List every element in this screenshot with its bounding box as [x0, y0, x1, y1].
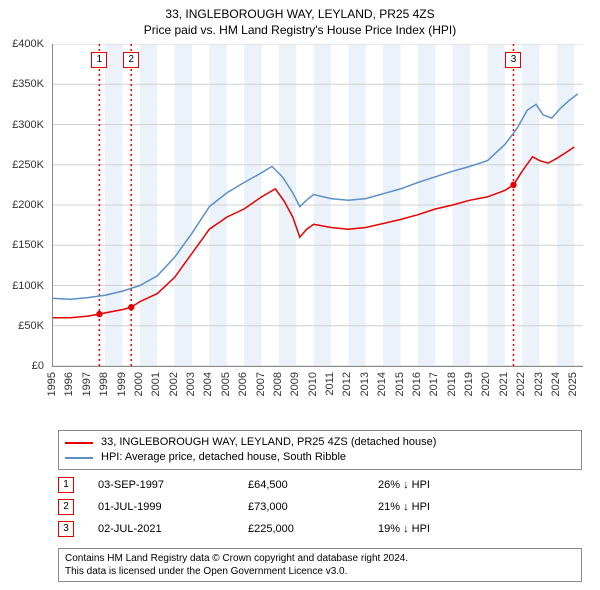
x-tick-label: 2018 [446, 372, 458, 396]
y-tick-label: £100K [12, 280, 44, 292]
sale-marker: 1 [91, 52, 107, 68]
x-tick-label: 2022 [515, 372, 527, 396]
x-tick-label: 2012 [341, 372, 353, 396]
y-tick-label: £200K [12, 199, 44, 211]
x-tick-label: 2000 [133, 372, 145, 396]
y-tick-label: £300K [12, 119, 44, 131]
y-axis-labels: £0 £50K £100K £150K £200K £250K £300K £350K £400… [0, 40, 48, 370]
sales-marker-box: 1 [58, 477, 74, 493]
x-tick-label: 1995 [46, 372, 58, 396]
plot-area: 12 3 [52, 44, 583, 367]
sales-date: 01-JUL-1999 [98, 501, 248, 513]
y-tick-label: £400K [12, 38, 44, 50]
x-tick-label: 2006 [237, 372, 249, 396]
sales-price: £64,500 [248, 479, 378, 491]
x-tick-label: 1998 [98, 372, 110, 396]
sales-diff: 21% ↓ HPI [378, 501, 558, 513]
y-tick-label: £350K [12, 78, 44, 90]
x-tick-label: 2021 [498, 372, 510, 396]
sales-diff: 26% ↓ HPI [378, 479, 558, 491]
sale-marker: 3 [505, 52, 521, 68]
legend-swatch [65, 457, 93, 459]
sales-diff: 19% ↓ HPI [378, 523, 558, 535]
y-tick-label: £0 [32, 360, 44, 372]
x-tick-label: 2007 [255, 372, 267, 396]
y-tick-label: £50K [18, 320, 44, 332]
sale-marker: 2 [123, 52, 139, 68]
figure-root: 33, INGLEBOROUGH WAY, LEYLAND, PR25 4ZS … [0, 0, 600, 590]
x-tick-label: 2005 [220, 372, 232, 396]
x-tick-label: 2003 [185, 372, 197, 396]
x-tick-label: 2009 [289, 372, 301, 396]
x-tick-label: 2002 [168, 372, 180, 396]
chart-container: £0 £50K £100K £150K £200K £250K £300K £350K £400… [0, 40, 600, 450]
x-tick-label: 2023 [533, 372, 545, 396]
legend-label: HPI: Average price, detached house, Sout… [101, 450, 346, 465]
plot-svg [53, 44, 583, 366]
x-tick-label: 2014 [376, 372, 388, 396]
legend-item: 33, INGLEBOROUGH WAY, LEYLAND, PR25 4ZS … [65, 435, 575, 450]
x-tick-label: 2004 [202, 372, 214, 396]
x-tick-label: 2011 [324, 372, 336, 396]
sales-price: £73,000 [248, 501, 378, 513]
sales-row: 3 02-JUL-2021£225,00019% ↓ HPI [58, 518, 582, 540]
x-tick-label: 2017 [428, 372, 440, 396]
sales-marker-box: 2 [58, 499, 74, 515]
x-tick-label: 2019 [463, 372, 475, 396]
legend-swatch [65, 442, 93, 444]
legend-box: 33, INGLEBOROUGH WAY, LEYLAND, PR25 4ZS … [58, 430, 582, 470]
title-block: 33, INGLEBOROUGH WAY, LEYLAND, PR25 4ZS … [0, 6, 600, 38]
sales-table: 1 03-SEP-1997£64,50026% ↓ HPI 2 01-JUL-1999… [58, 474, 582, 540]
title-sub: Price paid vs. HM Land Registry's House … [0, 22, 600, 38]
y-tick-label: £150K [12, 239, 44, 251]
x-tick-label: 2008 [272, 372, 284, 396]
x-tick-label: 2024 [550, 372, 562, 396]
x-tick-label: 2001 [150, 372, 162, 396]
sales-price: £225,000 [248, 523, 378, 535]
title-main: 33, INGLEBOROUGH WAY, LEYLAND, PR25 4ZS [0, 6, 600, 22]
sales-marker-box: 3 [58, 521, 74, 537]
sales-row: 1 03-SEP-1997£64,50026% ↓ HPI [58, 474, 582, 496]
sales-date: 02-JUL-2021 [98, 523, 248, 535]
sales-date: 03-SEP-1997 [98, 479, 248, 491]
x-tick-label: 1996 [63, 372, 75, 396]
x-tick-label: 1999 [116, 372, 128, 396]
x-tick-label: 1997 [81, 372, 93, 396]
sales-row: 2 01-JUL-1999£73,00021% ↓ HPI [58, 496, 582, 518]
x-tick-label: 2013 [359, 372, 371, 396]
footer-line-2: This data is licensed under the Open Gov… [65, 565, 575, 578]
x-tick-label: 2020 [480, 372, 492, 396]
x-tick-label: 2010 [307, 372, 319, 396]
legend-item: HPI: Average price, detached house, Sout… [65, 450, 575, 465]
x-tick-label: 2025 [567, 372, 579, 396]
x-tick-label: 2016 [411, 372, 423, 396]
x-tick-label: 2015 [394, 372, 406, 396]
legend-label: 33, INGLEBOROUGH WAY, LEYLAND, PR25 4ZS … [101, 435, 436, 450]
footer-line-1: Contains HM Land Registry data © Crown c… [65, 552, 575, 565]
footer-box: Contains HM Land Registry data © Crown c… [58, 548, 582, 582]
y-tick-label: £250K [12, 159, 44, 171]
